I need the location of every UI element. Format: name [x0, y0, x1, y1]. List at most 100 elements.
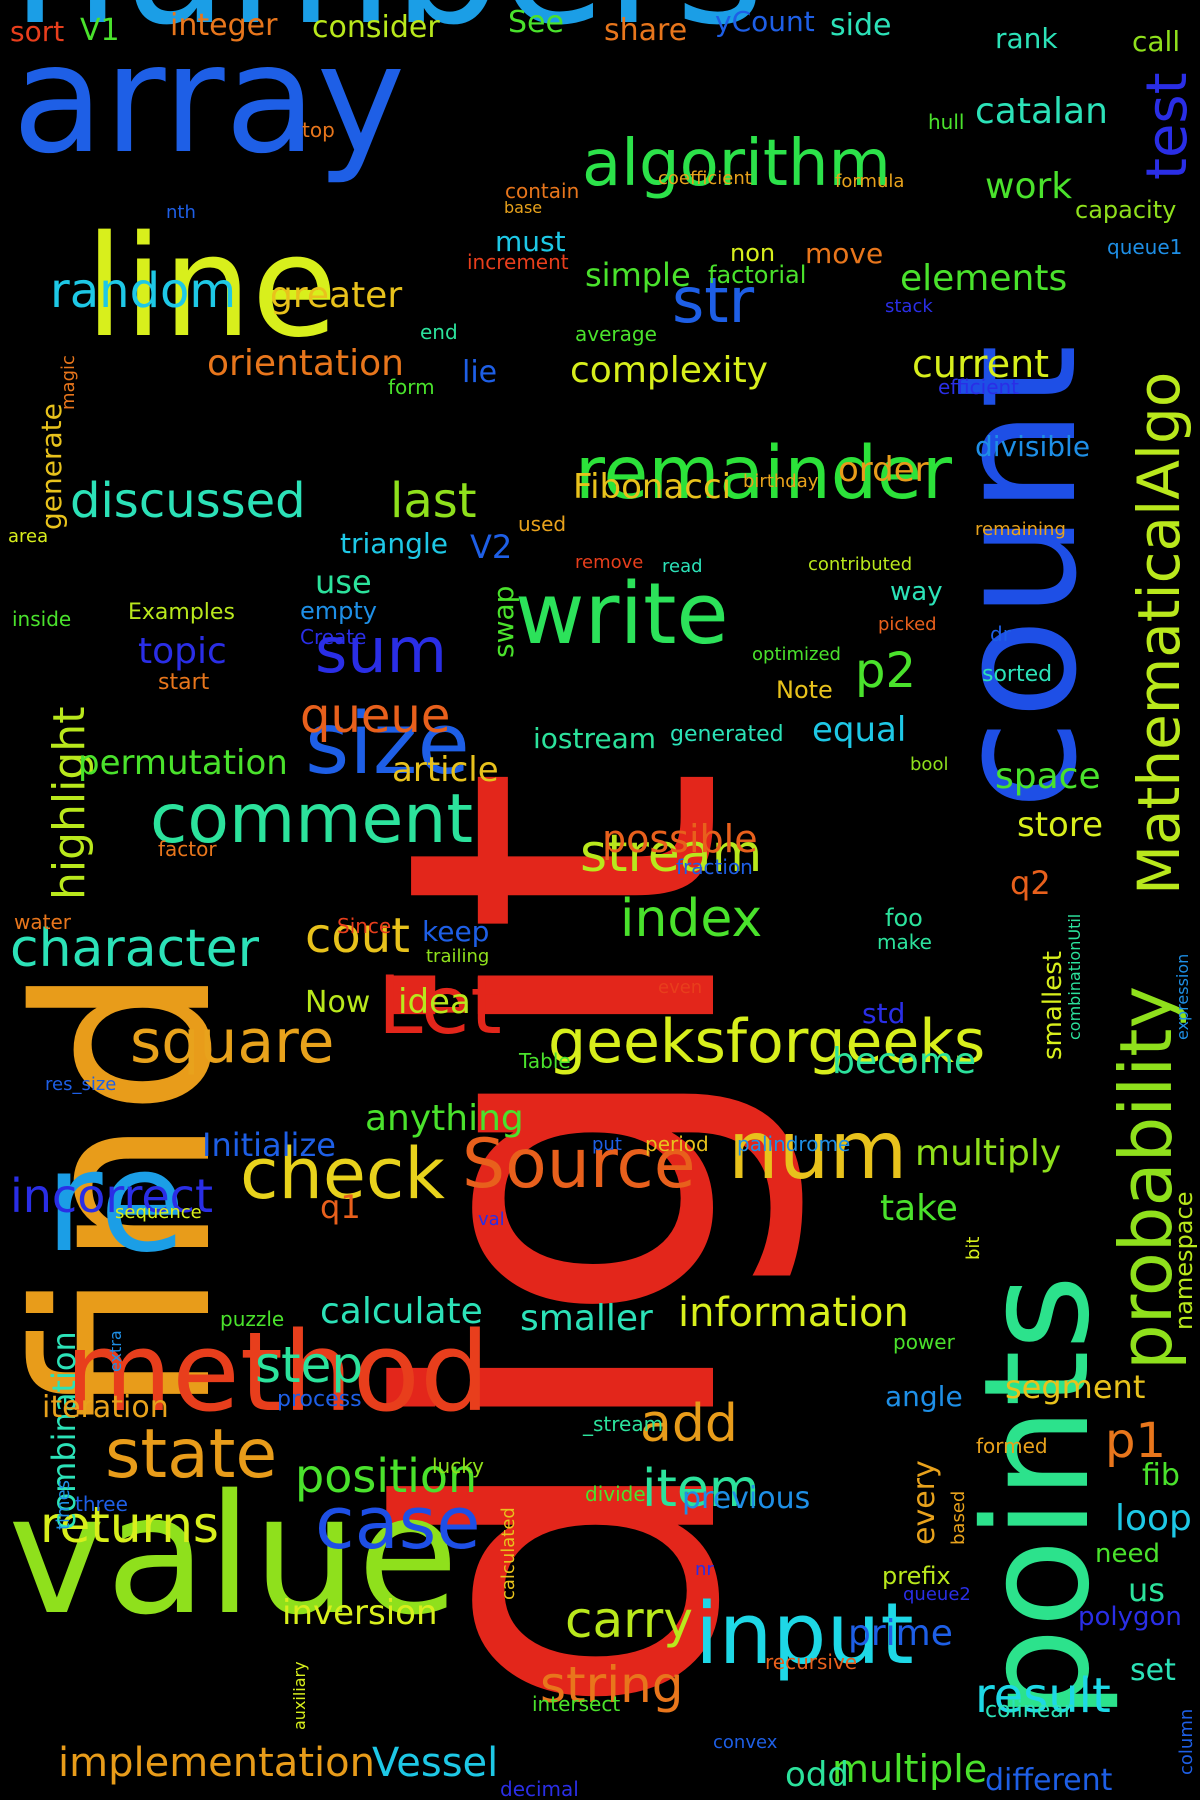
word-generate: generate [35, 403, 68, 530]
word-str: str [672, 264, 755, 338]
word-set: set [1130, 1653, 1176, 1688]
word-random: random [50, 262, 237, 319]
word-anything: anything [365, 1098, 524, 1140]
word-check: check [240, 1133, 445, 1215]
word-see: See [508, 5, 564, 40]
word-idea: idea [398, 981, 471, 1022]
word-sorted: sorted [982, 662, 1053, 688]
word-trailing: trailing [426, 945, 490, 967]
word-colinear: colinear [985, 1698, 1073, 1724]
word-three: three [75, 1492, 128, 1516]
word-possible: possible [602, 816, 758, 861]
word-rank: rank [995, 21, 1058, 55]
word-lucky: lucky [432, 1454, 484, 1478]
word-use: use [315, 563, 372, 602]
word-sequence: sequence [115, 1201, 202, 1223]
word-extra: extra [106, 1330, 125, 1372]
word-sort: sort [10, 14, 65, 48]
word-current: current [912, 341, 1050, 386]
word-source: Source [462, 1124, 696, 1204]
word-mathematicalalgo: MathematicalAlgo [1125, 371, 1193, 895]
word-times: times [53, 1479, 74, 1530]
word-q2: q2 [1010, 864, 1051, 903]
word-item: item [642, 1459, 760, 1520]
word-num: num [728, 1104, 908, 1197]
word-call: call [1132, 24, 1181, 58]
word-remove: remove [575, 551, 644, 573]
word-input: input [695, 1585, 914, 1684]
word-side: side [830, 8, 892, 43]
word-points: points [953, 1274, 1122, 1720]
word-share: share [604, 13, 688, 48]
word-size: size [305, 695, 470, 794]
word-generated: generated [670, 722, 784, 748]
word-lie: lie [462, 355, 498, 390]
word-array: array [12, 13, 406, 187]
word-contain: contain [505, 179, 580, 203]
word-capacity: capacity [1075, 195, 1177, 224]
word-initialize: Initialize [202, 1126, 336, 1165]
word-v2: V2 [470, 528, 513, 567]
word-result: result [975, 1667, 1111, 1724]
word-top: top [302, 118, 335, 142]
word-combinationutil: combinationUtil [1065, 913, 1084, 1040]
word-namespace: namespace [1170, 1191, 1198, 1330]
word-iteration: iteration [42, 1390, 169, 1425]
word-now: Now [305, 985, 371, 1020]
word-std: std [862, 996, 906, 1030]
word-case: case [315, 1481, 481, 1566]
word-consider: consider [312, 10, 440, 45]
word-store: store [1017, 804, 1103, 845]
word-factor: factor [158, 837, 217, 861]
word-coefficient: coefficient [658, 167, 752, 189]
word-based: based [948, 1490, 969, 1545]
word-recursive: recursive [765, 1650, 858, 1674]
word-p1: p1 [1105, 1412, 1167, 1469]
word-highlight: highlight [44, 706, 95, 900]
word-order: order [838, 449, 929, 490]
word-fib: fib [1142, 1458, 1180, 1493]
word-val: val [478, 1208, 505, 1230]
word-segment: segment [1005, 1368, 1146, 1407]
word-fraction: fraction [676, 855, 753, 879]
word-become: become [832, 1041, 977, 1083]
word-expression: expression [1173, 953, 1192, 1040]
word-integer: integer [170, 8, 278, 43]
word-keep: keep [422, 914, 490, 948]
word-equal: equal [812, 709, 907, 750]
word-work: work [985, 166, 1073, 208]
word-nth: nth [166, 201, 196, 223]
word-p2: p2 [855, 642, 917, 699]
word-smallest: smallest [1038, 951, 1068, 1060]
word-method: method [65, 1308, 490, 1436]
word-hull: hull [928, 110, 965, 134]
word-cout: cout [305, 907, 410, 964]
word-even: even [658, 976, 703, 998]
word-dr: dr [990, 622, 1011, 646]
word-orientation: orientation [207, 343, 404, 385]
word-formed: formed [976, 1434, 1048, 1458]
word-step: step [255, 1336, 364, 1394]
word-foo: foo [885, 903, 923, 932]
word-write: write [515, 565, 729, 664]
word-convex: convex [713, 1731, 778, 1753]
word-power: power [893, 1330, 955, 1354]
word-swap: swap [487, 585, 520, 658]
word-state: state [105, 1414, 278, 1494]
word-note: Note [776, 675, 833, 704]
word-previous: previous [682, 1481, 811, 1516]
word-smaller: smaller [520, 1298, 653, 1340]
word-decimal: decimal [500, 1777, 579, 1800]
word-string: string [540, 1656, 684, 1714]
word-let: Let [378, 959, 502, 1052]
word-elements: elements [900, 258, 1068, 300]
word-geeksforgeeks: geeksforgeeks [548, 1007, 986, 1077]
word-re: re [45, 1121, 186, 1284]
word-must: must [495, 224, 566, 258]
word-create: Create [300, 625, 367, 649]
word-calculate: calculate [320, 1291, 483, 1333]
word-move: move [805, 236, 884, 270]
word-different: different [985, 1763, 1113, 1798]
word-fibonacci: Fibonacci [573, 466, 732, 507]
